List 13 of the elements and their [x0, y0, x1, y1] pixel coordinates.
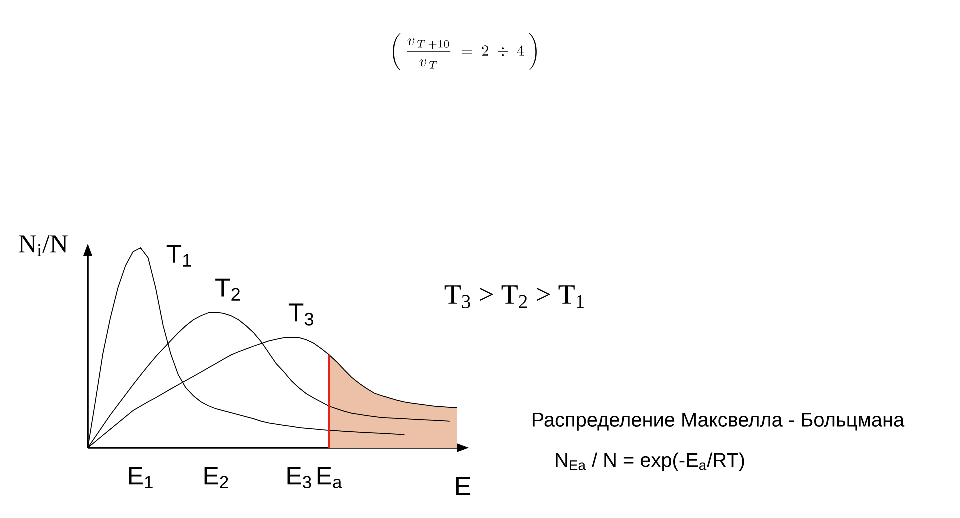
series-label: T$_{2}$	[216, 278, 240, 301]
x-tick-label: E$_{1}$	[129, 468, 153, 488]
text: N$_{Ea}$ / N = exp(-E$_{a}$/RT)	[556, 452, 744, 472]
annotation: T$_{3}$ > T$_{2}$ > T$_{1}$	[444, 286, 584, 308]
y-axis-title: N$_{i}$/N	[19, 236, 68, 256]
series-label: T$_{1}$	[166, 245, 192, 267]
x-tick-label: E$_{3}$	[288, 468, 312, 489]
series-label: T$_{3}$	[288, 304, 314, 326]
text: Распределение Максвелла - Больцмана	[532, 413, 905, 431]
x-axis-title: E	[456, 478, 471, 496]
chart-title: $\left(\;\frac{v_{\,T\,+10}}{v_{\,T}} \;=\; 2 \;\div\; 4\;\right)$	[393, 33, 537, 70]
x-tick-label: E$_{2}$	[204, 468, 228, 488]
x-tick-label: E$_{a}$	[318, 468, 342, 489]
